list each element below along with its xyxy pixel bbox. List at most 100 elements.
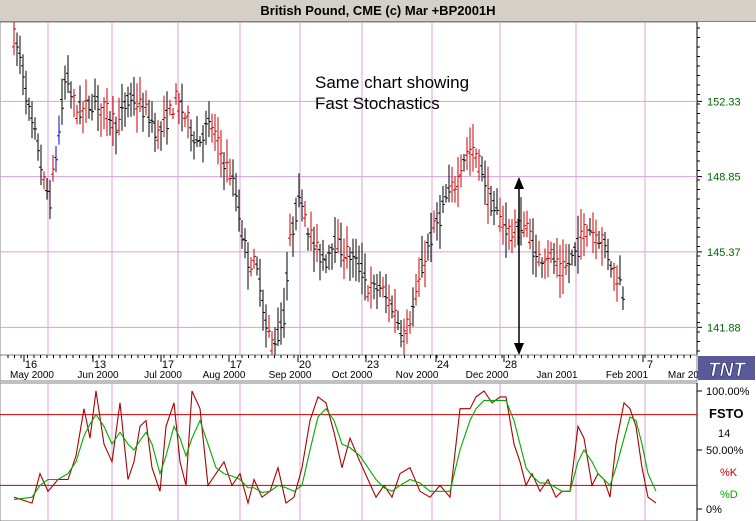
ohlc-bar [543, 248, 547, 279]
ohlc-bar [204, 110, 208, 145]
ohlc-bar [183, 112, 187, 128]
indicator-name: FSTO [709, 406, 743, 421]
ohlc-bar [450, 166, 454, 203]
ohlc-bar [432, 210, 436, 233]
ohlc-bar [90, 93, 94, 121]
ohlc-bar [75, 104, 79, 125]
ohlc-bar [33, 117, 37, 140]
ohlc-bar [237, 189, 241, 232]
ohlc-bar [594, 219, 598, 260]
ohlc-bar [96, 85, 100, 132]
ohlc-bar [252, 248, 256, 269]
ohlc-bar [24, 70, 28, 115]
price-plot-area[interactable] [0, 22, 698, 356]
ohlc-bar [489, 185, 493, 216]
date-day-label: 13 [94, 359, 106, 371]
ohlc-bar [228, 158, 232, 186]
ohlc-bar [18, 35, 22, 75]
ohlc-bar [105, 88, 109, 137]
ohlc-bar [549, 241, 553, 263]
ohlc-bar [300, 189, 304, 222]
annotation-line-2: Fast Stochastics [315, 94, 440, 113]
ohlc-bar [555, 238, 559, 278]
ohlc-bar [264, 304, 268, 348]
price-tick-label: 145.37 [707, 247, 741, 259]
ohlc-bar [351, 238, 355, 278]
ohlc-bar [477, 149, 481, 181]
ohlc-bar [60, 78, 64, 125]
stoch-vertical-grid [47, 383, 646, 521]
ohlc-bar [312, 226, 316, 273]
ohlc-bar [360, 242, 364, 295]
ohlc-bar [177, 92, 181, 125]
stoch-d-line [13, 399, 657, 501]
ohlc-bar [456, 156, 460, 208]
ohlc-bar [537, 240, 541, 267]
ohlc-bar [348, 247, 352, 281]
ohlc-bar [612, 262, 616, 291]
ohlc-bar [189, 119, 193, 152]
ohlc-bar [603, 231, 607, 259]
date-month-label: Sep 2000 [269, 370, 312, 381]
ohlc-bar [174, 83, 178, 105]
ohlc-bar [504, 202, 508, 258]
ohlc-bar [483, 160, 487, 205]
ohlc-bar [576, 215, 580, 274]
ohlc-bar [435, 202, 439, 241]
legend-d: %D [720, 489, 738, 501]
ohlc-bar [465, 137, 469, 171]
price-bars [12, 22, 625, 367]
ohlc-bar [297, 173, 301, 208]
ohlc-bar [609, 260, 613, 278]
ohlc-bar [48, 179, 52, 219]
ohlc-bar [342, 238, 346, 280]
ohlc-bar [291, 216, 295, 257]
ohlc-bar [294, 197, 298, 231]
ohlc-bar [333, 217, 337, 264]
ohlc-bar [306, 227, 310, 251]
ohlc-bar [582, 213, 586, 257]
legend-k: %K [720, 467, 738, 479]
ohlc-bar [462, 153, 466, 172]
ohlc-bar [468, 127, 472, 176]
ohlc-bar [384, 273, 388, 314]
ohlc-bar [324, 254, 328, 274]
date-day-label: 16 [25, 359, 37, 371]
ohlc-bar [513, 209, 517, 248]
date-day-label: 24 [437, 359, 449, 371]
ohlc-bar [408, 311, 412, 334]
tnt-logo-text: TNT [708, 360, 746, 381]
ohlc-bar [387, 284, 391, 323]
stoch-plot-area[interactable] [0, 382, 698, 521]
ohlc-bar [147, 99, 151, 138]
ohlc-bar [138, 76, 142, 112]
ohlc-bar [150, 101, 154, 133]
ohlc-bar [198, 136, 202, 147]
price-tick-label: 152.33 [707, 96, 741, 108]
tnt-logo: TNT [698, 356, 755, 381]
ohlc-bar [39, 144, 43, 185]
ohlc-bar [207, 101, 211, 138]
ohlc-bar [285, 251, 289, 301]
ohlc-bar [405, 309, 409, 344]
date-month-label: Jan 2001 [536, 370, 578, 381]
ohlc-bar [153, 112, 157, 153]
ohlc-bar [552, 243, 556, 274]
stoch-band-lines [0, 414, 697, 486]
ohlc-bar [30, 101, 34, 139]
ohlc-bar [66, 55, 70, 94]
ohlc-bar [600, 227, 604, 266]
ohlc-bar [36, 133, 40, 161]
date-month-label: Nov 2000 [396, 370, 439, 381]
ohlc-bar [210, 113, 214, 143]
chart-canvas[interactable]: 141.88 145.37 148.85 152.33 Same chart show… [0, 22, 756, 521]
ohlc-bar [471, 124, 475, 172]
ohlc-bar [276, 307, 280, 346]
ohlc-bar [117, 97, 121, 136]
ohlc-bar [231, 159, 235, 197]
date-month-label: Oct 2000 [332, 370, 373, 381]
date-month-label: Jun 2000 [77, 370, 119, 381]
ohlc-bar [180, 83, 184, 132]
ohlc-bar [318, 244, 322, 281]
